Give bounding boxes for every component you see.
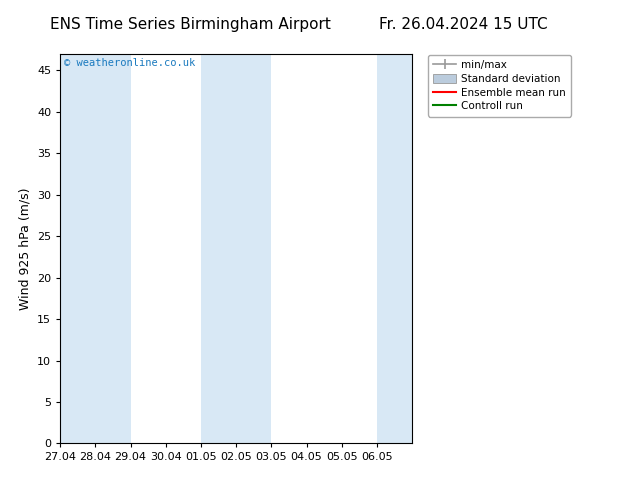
- Bar: [236, 54, 271, 443]
- Legend: min/max, Standard deviation, Ensemble mean run, Controll run: min/max, Standard deviation, Ensemble me…: [428, 55, 571, 117]
- Text: ENS Time Series Birmingham Airport: ENS Time Series Birmingham Airport: [49, 17, 331, 32]
- Bar: [95, 54, 131, 443]
- Y-axis label: Wind 925 hPa (m/s): Wind 925 hPa (m/s): [18, 187, 32, 310]
- Text: Fr. 26.04.2024 15 UTC: Fr. 26.04.2024 15 UTC: [378, 17, 547, 32]
- Bar: [377, 54, 412, 443]
- Text: © weatheronline.co.uk: © weatheronline.co.uk: [64, 58, 195, 68]
- Bar: [201, 54, 236, 443]
- Bar: [60, 54, 95, 443]
